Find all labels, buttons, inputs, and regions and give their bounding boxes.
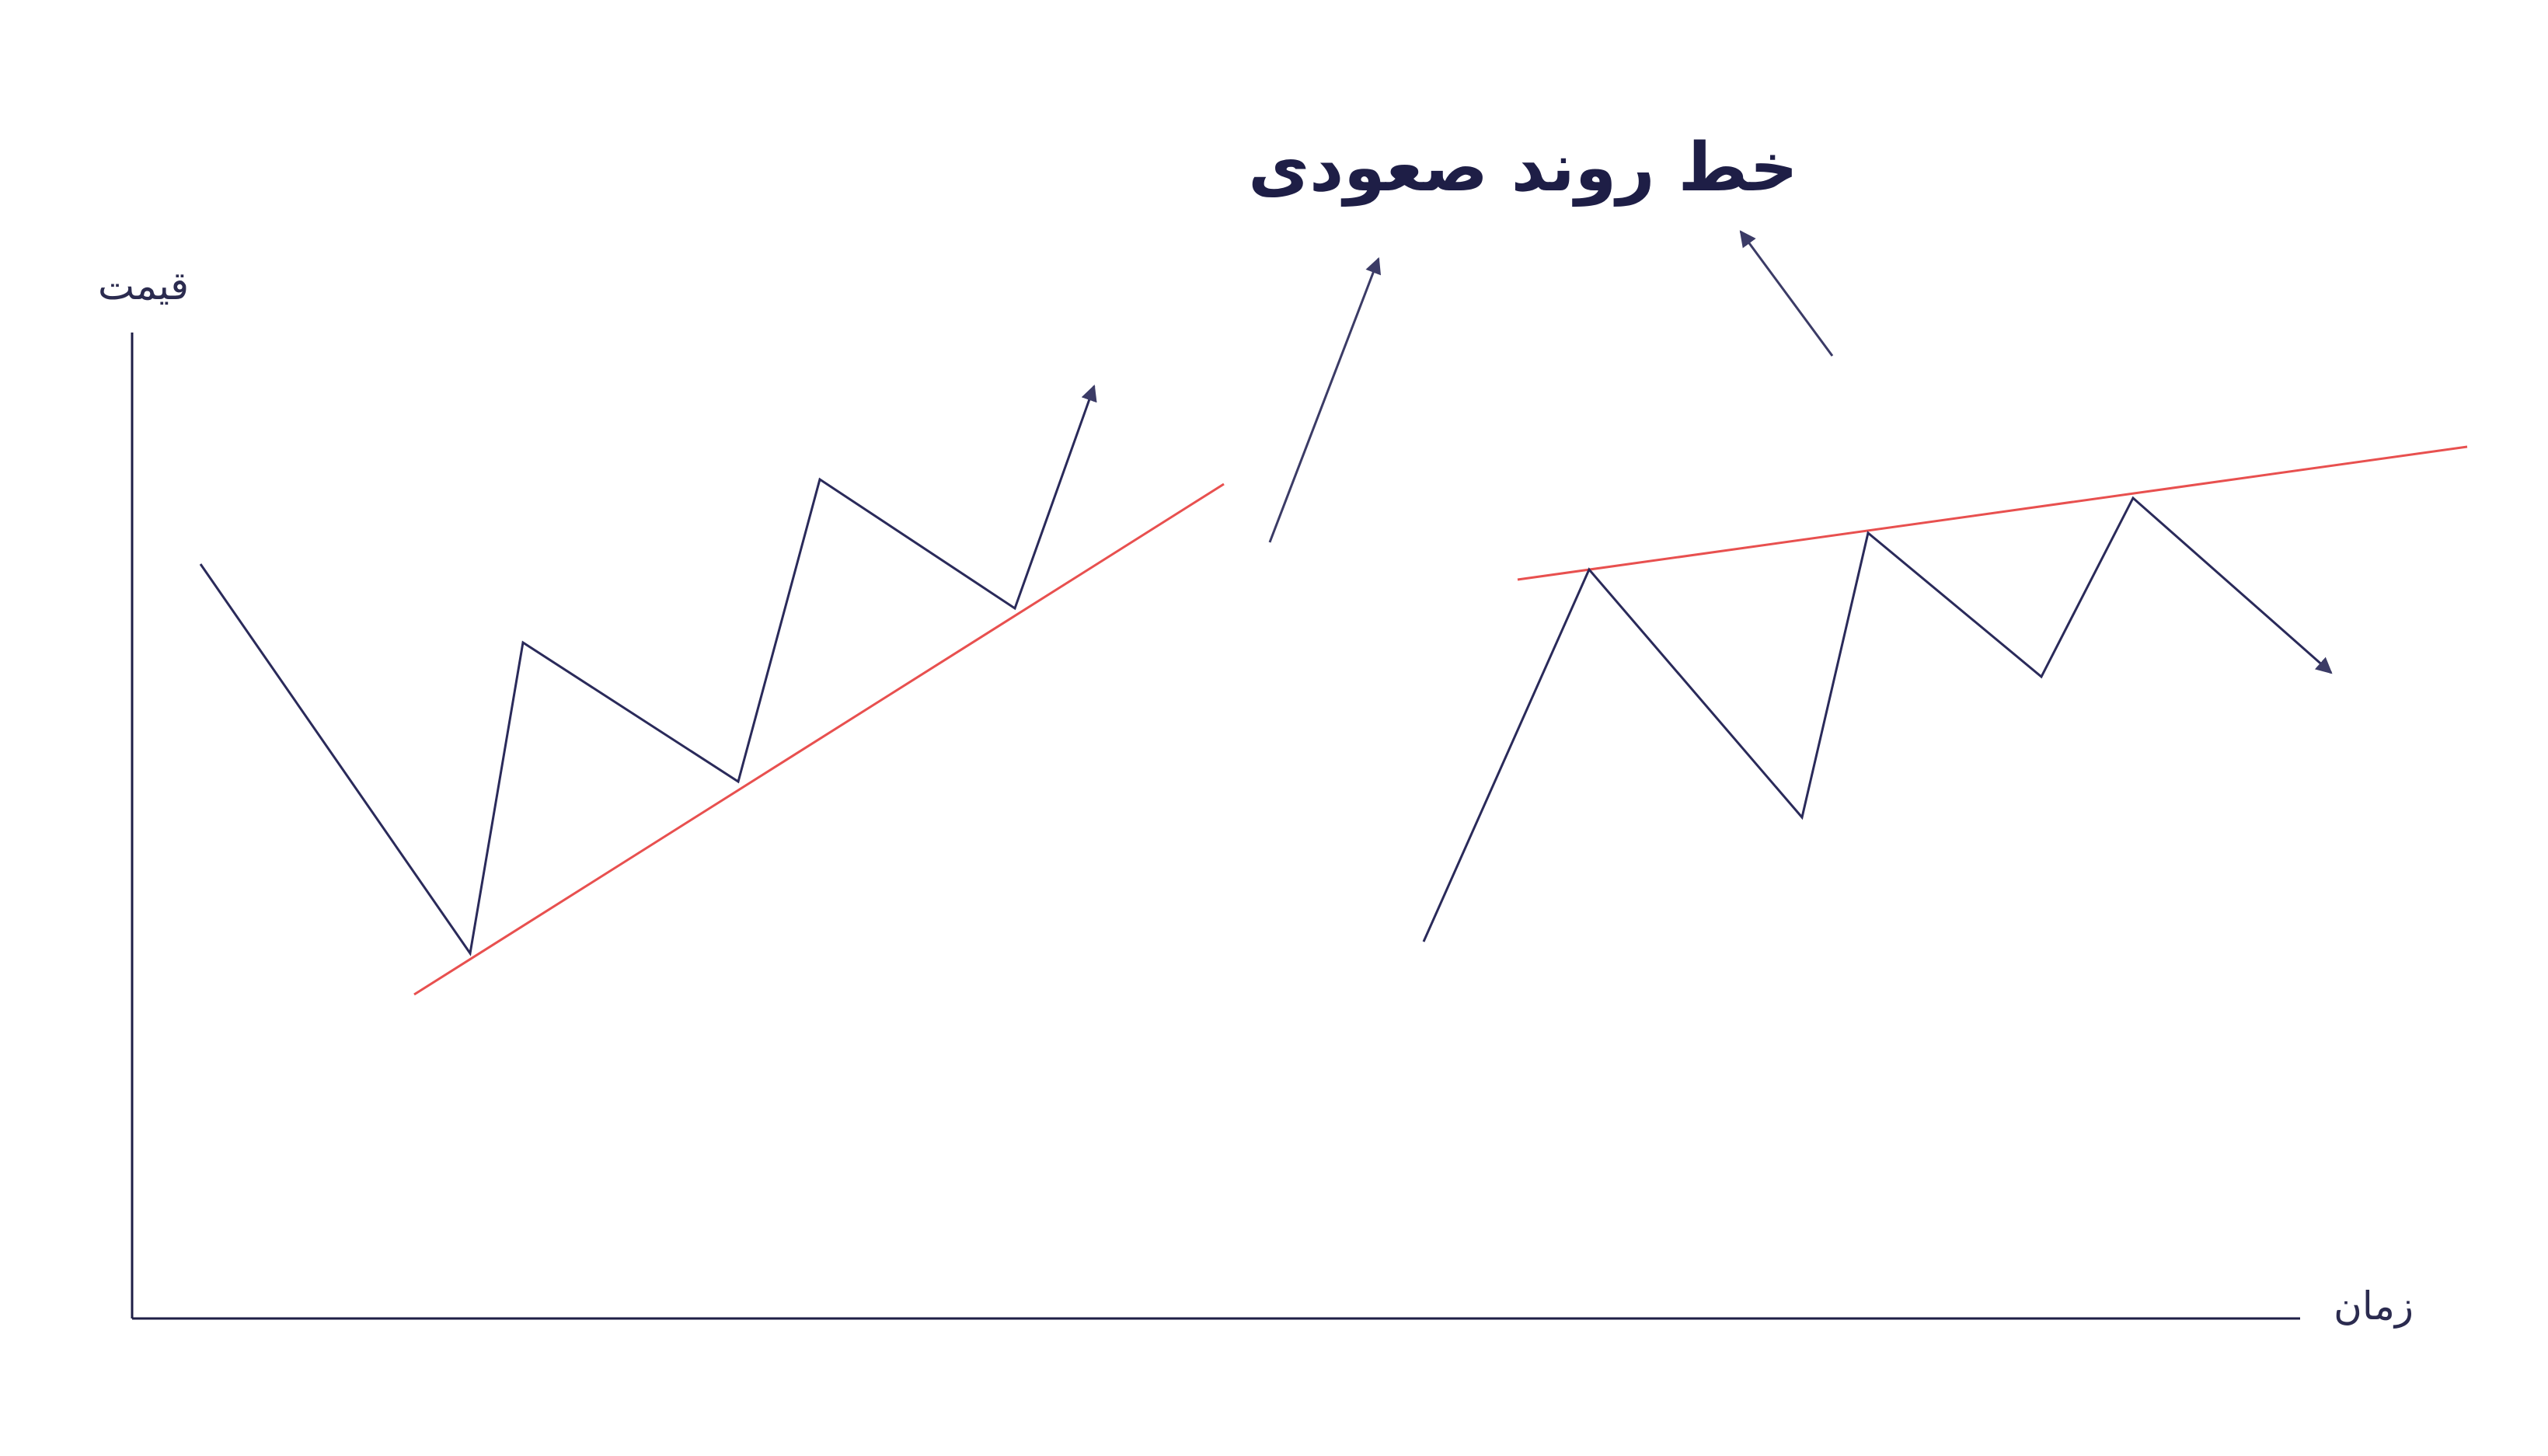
price-path-right [1422,496,2333,942]
y-axis-label: قیمت [98,263,189,308]
x-axis-label: زمان [2334,1284,2414,1329]
price-path-left [199,385,1097,956]
pointer-arrow-right [1739,230,1834,357]
pointer-arrow-left [1268,257,1382,543]
support-trendline [413,482,1225,996]
diagram-title: خط روند صعودی [1248,129,1797,207]
resistance-trendline [1517,445,2468,581]
